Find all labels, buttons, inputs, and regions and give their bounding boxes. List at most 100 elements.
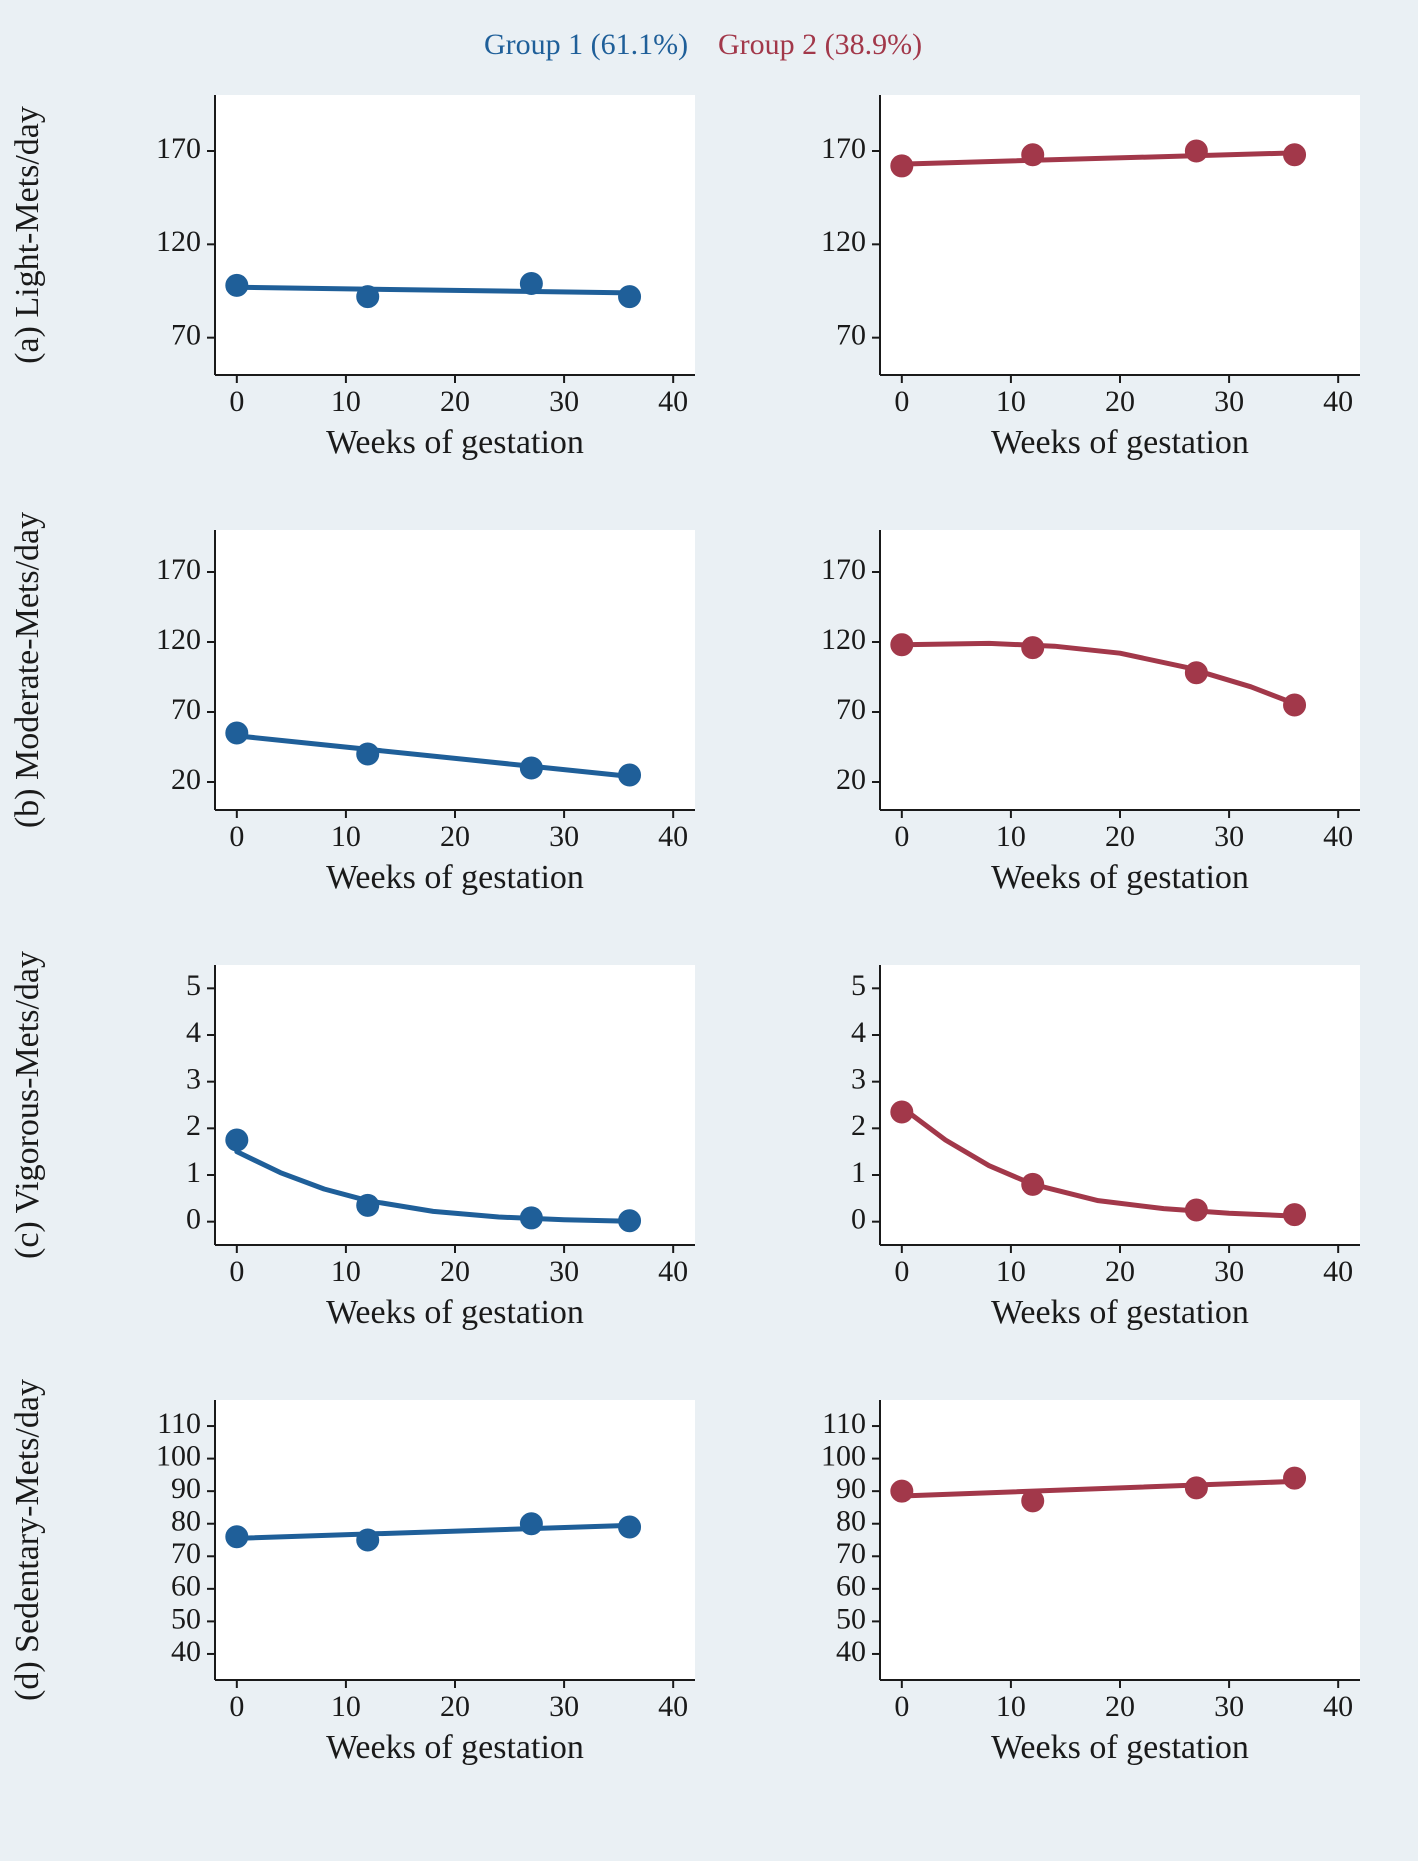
data-point [357, 743, 379, 765]
plot-bg [880, 95, 1360, 375]
ytick-label: 3 [851, 1063, 866, 1096]
x-axis-label: Weeks of gestation [991, 1294, 1249, 1331]
data-point [226, 274, 248, 296]
ytick-label: 80 [171, 1505, 201, 1538]
ytick-label: 40 [171, 1635, 201, 1668]
figure-root: Group 1 (61.1%)Group 2 (38.9%)(a) Light-… [0, 0, 1418, 1861]
data-point [357, 1529, 379, 1551]
ytick-label: 1 [851, 1156, 866, 1189]
xtick-label: 0 [894, 820, 909, 853]
ytick-label: 0 [186, 1203, 201, 1236]
ytick-label: 0 [851, 1203, 866, 1236]
data-point [1022, 637, 1044, 659]
xtick-label: 0 [894, 385, 909, 418]
xtick-label: 0 [229, 385, 244, 418]
data-point [226, 1526, 248, 1548]
data-point [1185, 1199, 1207, 1221]
data-point [1284, 1204, 1306, 1226]
xtick-label: 40 [1323, 1690, 1353, 1723]
data-point [619, 1516, 641, 1538]
ytick-label: 2 [851, 1109, 866, 1142]
x-axis-label: Weeks of gestation [991, 1729, 1249, 1766]
data-point [891, 1101, 913, 1123]
row-ylabel-1: (b) Moderate-Mets/day [9, 512, 46, 828]
chart-svg: Group 1 (61.1%)Group 2 (38.9%)(a) Light-… [0, 0, 1418, 1861]
xtick-label: 0 [229, 820, 244, 853]
xtick-label: 40 [658, 1690, 688, 1723]
data-point [1185, 140, 1207, 162]
xtick-label: 30 [1214, 385, 1244, 418]
data-point [1284, 144, 1306, 166]
xtick-label: 10 [331, 1255, 361, 1288]
ytick-label: 100 [821, 1439, 866, 1472]
x-axis-label: Weeks of gestation [991, 424, 1249, 461]
ytick-label: 70 [171, 319, 201, 352]
data-point [520, 1513, 542, 1535]
ytick-label: 70 [836, 693, 866, 726]
data-point [619, 764, 641, 786]
ytick-label: 70 [171, 1537, 201, 1570]
row-ylabel-0: (a) Light-Mets/day [9, 106, 46, 364]
xtick-label: 10 [331, 820, 361, 853]
ytick-label: 120 [156, 623, 201, 656]
ytick-label: 1 [186, 1156, 201, 1189]
ytick-label: 70 [171, 693, 201, 726]
x-axis-label: Weeks of gestation [991, 859, 1249, 896]
ytick-label: 110 [822, 1407, 866, 1440]
xtick-label: 10 [331, 1690, 361, 1723]
xtick-label: 40 [1323, 820, 1353, 853]
x-axis-label: Weeks of gestation [326, 424, 584, 461]
xtick-label: 30 [549, 1690, 579, 1723]
plot-bg [880, 530, 1360, 810]
data-point [226, 722, 248, 744]
xtick-label: 30 [1214, 820, 1244, 853]
data-point [1185, 1477, 1207, 1499]
ytick-label: 5 [851, 969, 866, 1002]
xtick-label: 20 [1105, 820, 1135, 853]
data-point [226, 1129, 248, 1151]
ytick-label: 4 [186, 1016, 201, 1049]
plot-bg [215, 965, 695, 1245]
plot-bg [215, 1400, 695, 1680]
xtick-label: 20 [1105, 1255, 1135, 1288]
ytick-label: 100 [156, 1439, 201, 1472]
data-point [619, 286, 641, 308]
data-point [891, 1480, 913, 1502]
legend-item-0: Group 1 (61.1%) [484, 28, 688, 61]
row-ylabel-2: (c) Vigorous-Mets/day [9, 951, 46, 1259]
xtick-label: 30 [1214, 1255, 1244, 1288]
x-axis-label: Weeks of gestation [326, 1729, 584, 1766]
xtick-label: 10 [996, 1255, 1026, 1288]
ytick-label: 120 [821, 225, 866, 258]
xtick-label: 40 [1323, 385, 1353, 418]
ytick-label: 4 [851, 1016, 866, 1049]
data-point [891, 634, 913, 656]
ytick-label: 60 [836, 1570, 866, 1603]
ytick-label: 60 [171, 1570, 201, 1603]
ytick-label: 5 [186, 969, 201, 1002]
xtick-label: 10 [996, 385, 1026, 418]
ytick-label: 170 [821, 553, 866, 586]
data-point [520, 273, 542, 295]
xtick-label: 30 [549, 820, 579, 853]
ytick-label: 110 [157, 1407, 201, 1440]
ytick-label: 40 [836, 1635, 866, 1668]
xtick-label: 10 [996, 820, 1026, 853]
data-point [1185, 662, 1207, 684]
ytick-label: 90 [836, 1472, 866, 1505]
xtick-label: 10 [996, 1690, 1026, 1723]
xtick-label: 20 [1105, 1690, 1135, 1723]
xtick-label: 0 [894, 1690, 909, 1723]
data-point [357, 286, 379, 308]
ytick-label: 170 [821, 132, 866, 165]
data-point [520, 1207, 542, 1229]
xtick-label: 20 [440, 1255, 470, 1288]
ytick-label: 3 [186, 1063, 201, 1096]
xtick-label: 40 [658, 1255, 688, 1288]
data-point [891, 155, 913, 177]
ytick-label: 120 [821, 623, 866, 656]
xtick-label: 40 [1323, 1255, 1353, 1288]
ytick-label: 50 [836, 1602, 866, 1635]
xtick-label: 0 [894, 1255, 909, 1288]
xtick-label: 0 [229, 1255, 244, 1288]
